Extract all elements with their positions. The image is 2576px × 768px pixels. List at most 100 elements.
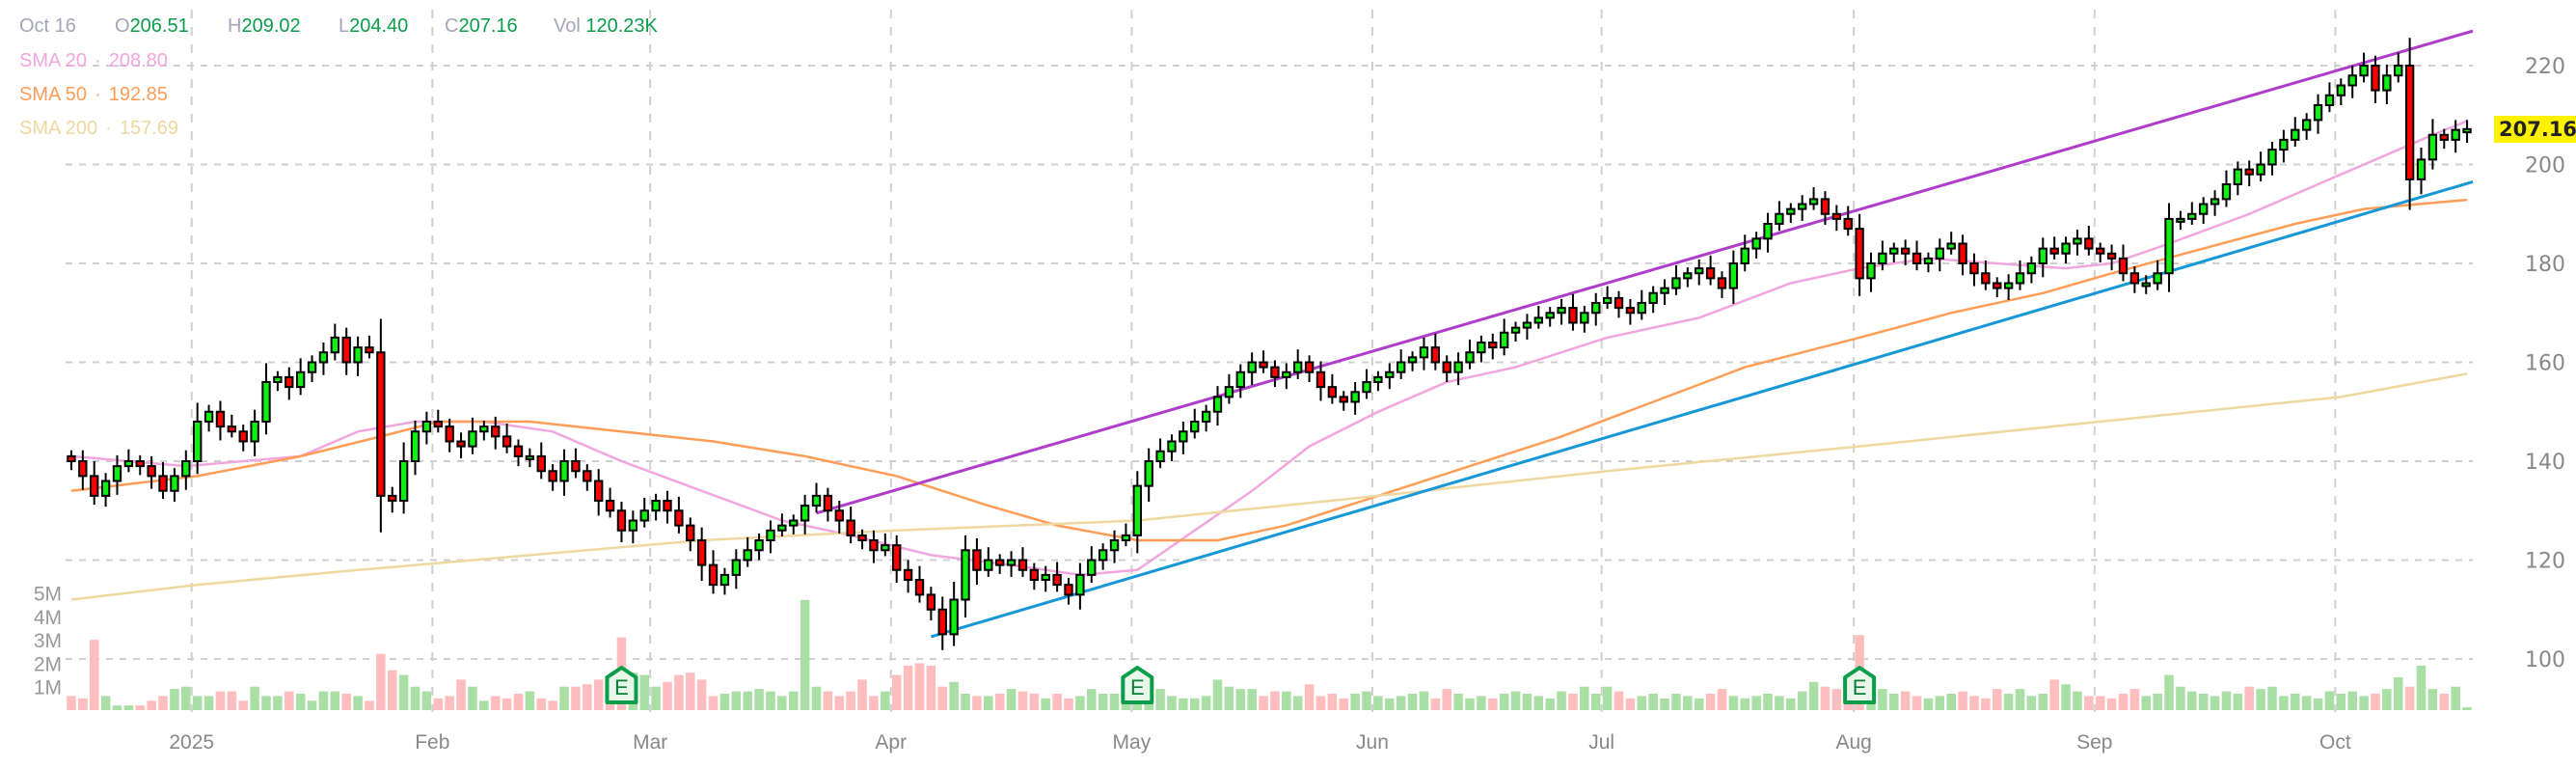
candle	[914, 565, 925, 603]
volume-bar	[846, 691, 855, 710]
candle	[479, 420, 489, 441]
candle-body-down	[1820, 198, 1830, 215]
candle-body-up	[123, 460, 134, 468]
volume-bar	[663, 681, 672, 710]
earnings-marker[interactable]: E	[1843, 666, 1877, 704]
candle	[2187, 202, 2197, 226]
candle	[2038, 237, 2047, 278]
volume-bar	[2404, 686, 2415, 710]
candle-body-up	[2313, 104, 2323, 122]
candle-body-up	[2003, 282, 2014, 289]
candle	[719, 567, 730, 595]
candle-body-down	[502, 435, 512, 448]
candle-body-down	[1270, 366, 1280, 378]
earnings-marker[interactable]: E	[605, 666, 638, 704]
candle	[674, 496, 684, 534]
candle-body-up	[1591, 302, 1601, 315]
candle-body-up	[1465, 351, 1475, 364]
sma200-legend[interactable]: SMA 200 · 157.69	[19, 118, 179, 139]
candle	[1510, 321, 1521, 342]
candle	[1350, 382, 1360, 415]
volume-bar	[2233, 693, 2243, 710]
volume-bar	[1775, 696, 1784, 710]
low-value: 204.40	[349, 15, 409, 37]
volume-bar	[2141, 696, 2152, 710]
volume-bar	[639, 674, 649, 710]
sma20-legend[interactable]: SMA 20 · 208.80	[19, 50, 168, 71]
volume-bar	[2221, 691, 2232, 710]
candle-body-up	[1499, 331, 1509, 349]
volume-bar	[651, 686, 661, 710]
candle-body-up	[789, 519, 799, 527]
candle-body-up	[639, 509, 649, 522]
candle	[1935, 238, 1944, 272]
candle	[1477, 335, 1486, 363]
price-tick-label: 160	[2525, 352, 2565, 376]
candle	[1144, 448, 1153, 503]
volume-bar	[834, 696, 845, 710]
candle	[491, 416, 501, 450]
sma50-legend[interactable]: SMA 50 · 192.85	[19, 84, 168, 105]
candle-body-up	[2347, 74, 2357, 87]
candle-body-up	[1808, 198, 1819, 206]
candle-body-up	[2416, 158, 2427, 180]
candle-body-down	[937, 608, 947, 636]
sma20-name: SMA 20	[19, 50, 88, 71]
volume-bar	[2462, 707, 2472, 710]
candle	[2404, 38, 2415, 210]
trendline-upper-channel[interactable]	[816, 29, 2474, 515]
volume-bar	[1488, 698, 1498, 710]
earnings-marker-label: E	[1130, 675, 1145, 699]
candle-body-up	[754, 539, 764, 552]
candle	[869, 530, 879, 563]
month-label: 2025	[169, 731, 214, 754]
candle-body-up	[318, 351, 329, 364]
candle	[2359, 52, 2369, 83]
candle	[708, 550, 719, 594]
candle	[513, 439, 524, 467]
volume-bar	[1831, 689, 1842, 710]
candle	[605, 487, 615, 518]
candle	[1006, 551, 1017, 577]
candle	[1419, 337, 1429, 370]
candle-body-up	[170, 475, 179, 492]
volume-bar	[123, 705, 134, 710]
candle	[158, 462, 168, 499]
candle-body-up	[1889, 247, 1899, 255]
volume-bar	[1533, 696, 1544, 710]
earnings-marker[interactable]: E	[1121, 666, 1154, 704]
candle-body-up	[1660, 287, 1669, 294]
candle	[2199, 197, 2209, 224]
legend-date: Oct 16	[19, 15, 76, 37]
volume-bar	[1453, 693, 1463, 710]
candle-body-up	[1477, 342, 1486, 354]
volume-bar	[1912, 696, 1922, 710]
volume-bar	[1087, 689, 1097, 710]
volume-bar	[192, 696, 203, 710]
trend-lines[interactable]	[816, 29, 2474, 639]
volume-bar	[1694, 698, 1704, 710]
volume-bar	[318, 691, 329, 710]
candle	[1648, 286, 1658, 314]
candle	[433, 409, 443, 433]
candle	[2324, 82, 2335, 113]
earnings-marker-label: E	[614, 675, 629, 699]
candle-body-up	[2324, 94, 2335, 106]
volume-bar	[1407, 693, 1418, 710]
candle	[1751, 232, 1761, 259]
candle	[2073, 230, 2082, 256]
candle-body-down	[708, 563, 719, 587]
volume-bar	[2416, 665, 2427, 710]
candle	[2416, 148, 2427, 195]
candle-body-up	[421, 421, 432, 433]
candle-body-up	[1373, 375, 1383, 383]
candle-body-up	[1235, 370, 1245, 389]
trendline-support[interactable]	[930, 179, 2474, 639]
volume-bar	[341, 693, 351, 710]
candle	[2129, 266, 2140, 293]
candle-body-up	[112, 465, 122, 482]
sma-line-sma200	[70, 372, 2468, 601]
candle	[112, 454, 122, 495]
